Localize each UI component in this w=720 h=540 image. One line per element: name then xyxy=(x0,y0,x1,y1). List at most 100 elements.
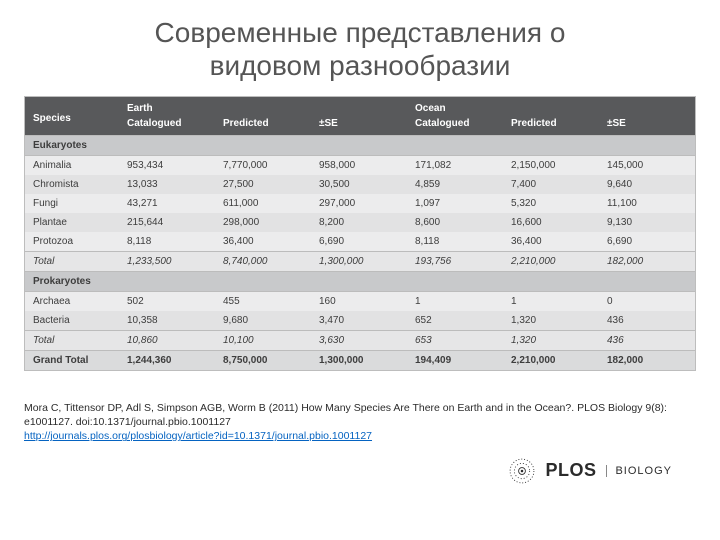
cell: 1,233,500 xyxy=(119,252,215,272)
cell: 1,244,360 xyxy=(119,351,215,371)
table-row: Total1,233,5008,740,0001,300,000193,7562… xyxy=(25,252,695,272)
cell: 30,500 xyxy=(311,175,407,194)
cell: 194,409 xyxy=(407,351,503,371)
cell: 7,400 xyxy=(503,175,599,194)
table-row: Protozoa8,11836,4006,6908,11836,4006,690 xyxy=(25,232,695,252)
cell: 10,358 xyxy=(119,311,215,331)
cell: 171,082 xyxy=(407,156,503,176)
table-row: Total10,86010,1003,6306531,320436 xyxy=(25,331,695,351)
cell: Animalia xyxy=(25,156,119,176)
cell: 8,118 xyxy=(119,232,215,252)
section-label: Eukaryotes xyxy=(25,136,695,156)
species-table-wrap: Species Earth Ocean Catalogued Predicted… xyxy=(24,96,696,371)
cell: Total xyxy=(25,331,119,351)
cell: 0 xyxy=(599,292,695,312)
cell: 2,210,000 xyxy=(503,252,599,272)
section-row: Eukaryotes xyxy=(25,136,695,156)
slide: Современные представления о видовом разн… xyxy=(0,0,720,540)
cell: 3,630 xyxy=(311,331,407,351)
table-body: EukaryotesAnimalia953,4347,770,000958,00… xyxy=(25,136,695,371)
cell: 1,300,000 xyxy=(311,351,407,371)
cell: 1,320 xyxy=(503,311,599,331)
table-row: Plantae215,644298,0008,2008,60016,6009,1… xyxy=(25,213,695,232)
cell: 502 xyxy=(119,292,215,312)
cell: 8,200 xyxy=(311,213,407,232)
cell: Fungi xyxy=(25,194,119,213)
cell: Archaea xyxy=(25,292,119,312)
cell: 298,000 xyxy=(215,213,311,232)
cell: 3,470 xyxy=(311,311,407,331)
cell: 1 xyxy=(503,292,599,312)
cell: 10,860 xyxy=(119,331,215,351)
logo-row: PLOS BIOLOGY xyxy=(24,454,696,488)
cell: 13,033 xyxy=(119,175,215,194)
table-row: Archaea502455160110 xyxy=(25,292,695,312)
cell: 436 xyxy=(599,331,695,351)
cell: 6,690 xyxy=(599,232,695,252)
cell: Total xyxy=(25,252,119,272)
th-earth-cat: Catalogued xyxy=(119,116,215,136)
table-head: Species Earth Ocean Catalogued Predicted… xyxy=(25,97,695,136)
th-ocean-cat: Catalogued xyxy=(407,116,503,136)
cell: 8,118 xyxy=(407,232,503,252)
cell: 436 xyxy=(599,311,695,331)
th-ocean-se: ±SE xyxy=(599,116,695,136)
cell: 10,100 xyxy=(215,331,311,351)
cell: Grand Total xyxy=(25,351,119,371)
cell: 215,644 xyxy=(119,213,215,232)
plos-logo: PLOS BIOLOGY xyxy=(505,454,672,488)
cell: 611,000 xyxy=(215,194,311,213)
title-line2: видовом разнообразии xyxy=(210,50,511,81)
cell: 5,320 xyxy=(503,194,599,213)
cell: 182,000 xyxy=(599,252,695,272)
cell: 953,434 xyxy=(119,156,215,176)
cell: Chromista xyxy=(25,175,119,194)
plos-text: PLOS xyxy=(545,460,596,481)
th-species: Species xyxy=(25,97,119,136)
cell: Plantae xyxy=(25,213,119,232)
cell: 182,000 xyxy=(599,351,695,371)
citation-link[interactable]: http://journals.plos.org/plosbiology/art… xyxy=(24,430,372,442)
th-ocean-pred: Predicted xyxy=(503,116,599,136)
cell: 8,750,000 xyxy=(215,351,311,371)
table-row: Fungi43,271611,000297,0001,0975,32011,10… xyxy=(25,194,695,213)
cell: 1,300,000 xyxy=(311,252,407,272)
cell: 958,000 xyxy=(311,156,407,176)
cell: 297,000 xyxy=(311,194,407,213)
section-label: Prokaryotes xyxy=(25,272,695,292)
cell: 43,271 xyxy=(119,194,215,213)
plos-circle-icon xyxy=(505,454,539,488)
th-ocean: Ocean xyxy=(407,97,695,116)
th-earth-se: ±SE xyxy=(311,116,407,136)
cell: 4,859 xyxy=(407,175,503,194)
cell: 9,130 xyxy=(599,213,695,232)
th-earth: Earth xyxy=(119,97,407,116)
cell: 36,400 xyxy=(215,232,311,252)
table-row: Bacteria10,3589,6803,4706521,320436 xyxy=(25,311,695,331)
cell: 16,600 xyxy=(503,213,599,232)
cell: 1 xyxy=(407,292,503,312)
cell: 9,640 xyxy=(599,175,695,194)
cell: 2,210,000 xyxy=(503,351,599,371)
cell: 653 xyxy=(407,331,503,351)
cell: 11,100 xyxy=(599,194,695,213)
cell: 455 xyxy=(215,292,311,312)
cell: 160 xyxy=(311,292,407,312)
title-line1: Современные представления о xyxy=(155,17,566,48)
cell: 193,756 xyxy=(407,252,503,272)
th-earth-pred: Predicted xyxy=(215,116,311,136)
cell: 652 xyxy=(407,311,503,331)
table-row: Grand Total1,244,3608,750,0001,300,00019… xyxy=(25,351,695,371)
cell: Protozoa xyxy=(25,232,119,252)
table-row: Animalia953,4347,770,000958,000171,0822,… xyxy=(25,156,695,176)
plos-biology-text: BIOLOGY xyxy=(606,465,672,477)
citation: Mora C, Tittensor DP, Adl S, Simpson AGB… xyxy=(24,401,696,444)
cell: 6,690 xyxy=(311,232,407,252)
cell: 1,097 xyxy=(407,194,503,213)
section-row: Prokaryotes xyxy=(25,272,695,292)
slide-title: Современные представления о видовом разн… xyxy=(24,16,696,82)
cell: 2,150,000 xyxy=(503,156,599,176)
cell: Bacteria xyxy=(25,311,119,331)
table-row: Chromista13,03327,50030,5004,8597,4009,6… xyxy=(25,175,695,194)
cell: 8,740,000 xyxy=(215,252,311,272)
